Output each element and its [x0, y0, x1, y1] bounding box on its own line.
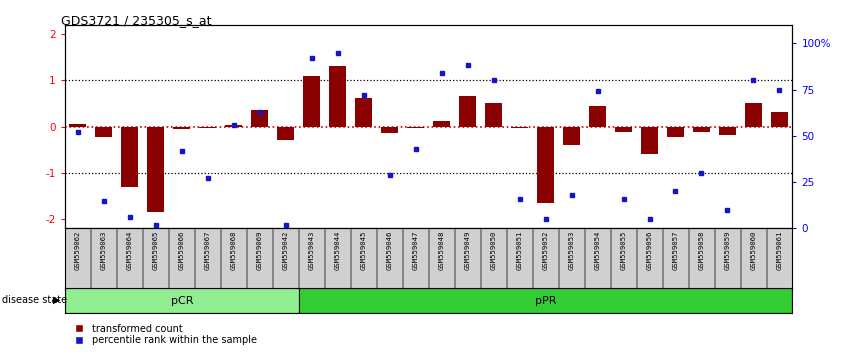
Bar: [92, 228, 116, 289]
Text: GSM559060: GSM559060: [751, 230, 756, 269]
Bar: [251, 110, 268, 127]
Text: GSM559065: GSM559065: [153, 230, 158, 269]
Bar: [69, 124, 87, 127]
Bar: [329, 67, 346, 127]
Bar: [199, 127, 216, 128]
Bar: [95, 127, 113, 137]
Text: GSM559064: GSM559064: [127, 230, 132, 269]
Bar: [771, 112, 788, 127]
Bar: [689, 228, 714, 289]
Bar: [456, 228, 480, 289]
Bar: [507, 228, 532, 289]
Text: GSM559051: GSM559051: [517, 230, 522, 269]
Legend: transformed count, percentile rank within the sample: transformed count, percentile rank withi…: [66, 320, 261, 349]
Bar: [326, 228, 350, 289]
Text: ▶: ▶: [53, 295, 61, 305]
Bar: [303, 76, 320, 127]
Bar: [719, 127, 736, 135]
Text: GSM559043: GSM559043: [309, 230, 314, 269]
Bar: [585, 228, 610, 289]
Text: GSM559067: GSM559067: [205, 230, 210, 269]
Text: GSM559054: GSM559054: [595, 230, 600, 269]
Bar: [459, 97, 476, 127]
Bar: [667, 127, 684, 137]
Text: GSM559050: GSM559050: [491, 230, 496, 269]
Bar: [355, 98, 372, 127]
Bar: [641, 127, 658, 154]
Bar: [637, 228, 662, 289]
Bar: [745, 103, 762, 127]
Text: GSM559056: GSM559056: [647, 230, 652, 269]
Text: GSM559044: GSM559044: [335, 230, 340, 269]
Bar: [511, 127, 528, 128]
Bar: [196, 228, 220, 289]
Bar: [481, 228, 506, 289]
Text: pPR: pPR: [535, 296, 556, 306]
Text: GSM559066: GSM559066: [179, 230, 184, 269]
Text: GSM559059: GSM559059: [725, 230, 730, 269]
Text: GSM559063: GSM559063: [101, 230, 107, 269]
Bar: [66, 228, 90, 289]
Bar: [381, 127, 398, 133]
Bar: [352, 228, 376, 289]
Bar: [404, 228, 428, 289]
Bar: [144, 228, 168, 289]
Bar: [741, 228, 766, 289]
Text: GSM559058: GSM559058: [699, 230, 704, 269]
Text: GSM559068: GSM559068: [231, 230, 236, 269]
Bar: [248, 228, 272, 289]
Text: GSM559055: GSM559055: [621, 230, 626, 269]
Bar: [663, 228, 688, 289]
Bar: [433, 121, 450, 127]
Text: GSM559069: GSM559069: [257, 230, 262, 269]
Bar: [299, 288, 792, 313]
Text: GSM559049: GSM559049: [465, 230, 470, 269]
Bar: [407, 127, 424, 128]
Text: GSM559042: GSM559042: [283, 230, 288, 269]
Bar: [533, 228, 558, 289]
Bar: [121, 127, 139, 187]
Bar: [767, 228, 792, 289]
Text: GSM559057: GSM559057: [673, 230, 678, 269]
Bar: [147, 127, 165, 212]
Text: GSM559046: GSM559046: [387, 230, 392, 269]
Bar: [378, 228, 402, 289]
Bar: [222, 228, 246, 289]
Text: GSM559062: GSM559062: [75, 230, 81, 269]
Bar: [589, 106, 606, 127]
Bar: [65, 288, 299, 313]
Text: GSM559048: GSM559048: [439, 230, 444, 269]
Bar: [611, 228, 636, 289]
Bar: [118, 228, 142, 289]
Bar: [277, 127, 294, 141]
Bar: [274, 228, 298, 289]
Bar: [173, 127, 191, 129]
Bar: [300, 228, 324, 289]
Bar: [693, 127, 710, 132]
Text: GDS3721 / 235305_s_at: GDS3721 / 235305_s_at: [61, 14, 211, 27]
Bar: [715, 228, 740, 289]
Bar: [225, 125, 242, 127]
Text: GSM559061: GSM559061: [777, 230, 782, 269]
Bar: [485, 103, 502, 127]
Bar: [430, 228, 454, 289]
Text: GSM559047: GSM559047: [413, 230, 418, 269]
Text: pCR: pCR: [171, 296, 193, 306]
Bar: [559, 228, 584, 289]
Text: disease state: disease state: [2, 295, 67, 305]
Text: GSM559045: GSM559045: [361, 230, 366, 269]
Text: GSM559053: GSM559053: [569, 230, 574, 269]
Bar: [615, 127, 632, 132]
Bar: [170, 228, 194, 289]
Bar: [537, 127, 554, 203]
Text: GSM559052: GSM559052: [543, 230, 548, 269]
Bar: [563, 127, 580, 145]
